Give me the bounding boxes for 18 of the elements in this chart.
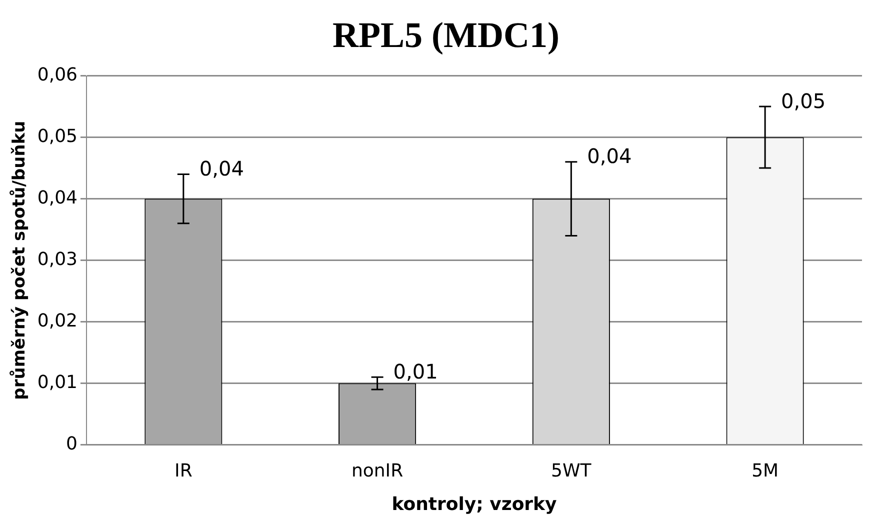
data-label: 0,04 <box>587 144 632 168</box>
x-axis-title: kontroly; vzorky <box>392 494 558 515</box>
data-label: 0,05 <box>781 88 826 113</box>
y-tick-label: 0,04 <box>37 187 78 208</box>
x-tick-label: 5WT <box>551 460 592 482</box>
y-tick-label: 0,01 <box>37 372 78 393</box>
chart-title: RPL5 (MDC1) <box>332 14 560 57</box>
y-axis-title: průměrný počet spotů/buňku <box>10 120 30 400</box>
y-tick-label: 0,02 <box>37 310 78 332</box>
x-tick-label: 5M <box>752 460 779 482</box>
x-tick-label: IR <box>174 460 192 482</box>
data-label: 0,04 <box>199 156 244 180</box>
y-tick-label: 0 <box>66 433 78 454</box>
y-tick-label: 0,03 <box>37 248 78 270</box>
x-tick-label: nonIR <box>351 460 404 482</box>
y-tick-label: 0,06 <box>37 64 78 86</box>
y-tick-label: 0,05 <box>37 126 78 147</box>
data-label: 0,01 <box>393 359 438 384</box>
